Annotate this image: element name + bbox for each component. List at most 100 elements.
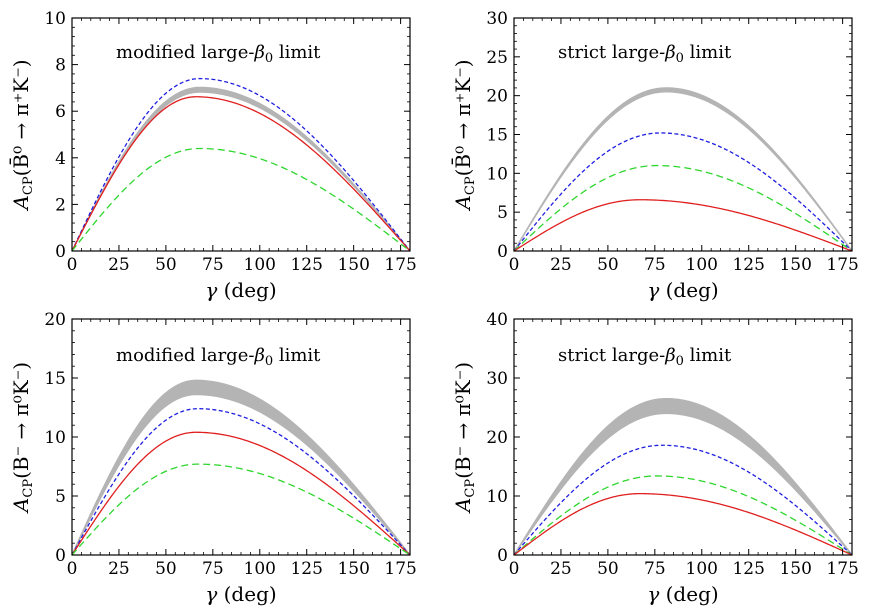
y-tick-label: 10 — [486, 487, 508, 507]
x-tick-label: 100 — [244, 559, 276, 579]
series-line-solid — [513, 492, 853, 556]
y-axis-symbol: A — [451, 498, 475, 514]
band-area — [513, 87, 853, 252]
x-tick-label: 0 — [67, 255, 78, 275]
annotation-subscript: 0 — [265, 354, 273, 369]
x-axis-unit: (deg) — [217, 582, 276, 606]
y-axis-subscript: CP — [21, 176, 36, 195]
annotation-text: modified large- — [116, 42, 254, 63]
x-tick-label: 175 — [826, 559, 858, 579]
y-tick-label: 20 — [486, 87, 508, 107]
annotation-subscript: 0 — [265, 51, 273, 66]
plot-annotation: strict large-β0 limit — [558, 42, 732, 66]
x-tick-label: 125 — [290, 255, 322, 275]
chart-panel-1: 0 25 50 75 100 125 150 175 0 2 4 6 8 10 modified large… — [8, 9, 416, 302]
annotation-text-end: limit — [684, 345, 732, 366]
y-tick-label: 40 — [486, 310, 508, 330]
x-axis-symbol: γ — [647, 278, 659, 302]
y-tick-label: 30 — [486, 9, 508, 29]
x-tick-label: 0 — [67, 559, 78, 579]
y-axis-process: (B⁻ → π⁰K⁻) — [9, 362, 33, 479]
x-tick-label: 150 — [337, 559, 369, 579]
y-tick-label: 0 — [497, 546, 508, 566]
y-tick-label: 5 — [497, 203, 508, 223]
x-tick-label: 0 — [509, 559, 520, 579]
x-tick-label: 125 — [732, 559, 764, 579]
y-tick-label: 8 — [55, 56, 66, 76]
x-tick-label: 100 — [244, 255, 276, 275]
x-axis-label: γ (deg) — [647, 582, 718, 606]
x-tick-label: 25 — [108, 255, 130, 275]
x-axis-label: γ (deg) — [205, 278, 276, 302]
x-tick-label: 25 — [108, 559, 130, 579]
band-area — [513, 397, 853, 556]
y-axis-process: (B⁻ → π⁰K⁻) — [451, 362, 475, 479]
x-axis-symbol: γ — [205, 582, 217, 606]
x-tick-label: 150 — [337, 255, 369, 275]
y-tick-label: 2 — [55, 195, 66, 215]
series-line-solid — [71, 431, 411, 556]
y-axis-subscript: CP — [21, 479, 36, 498]
y-tick-label: 25 — [486, 48, 508, 68]
x-tick-label: 75 — [202, 255, 224, 275]
x-tick-label: 50 — [597, 559, 619, 579]
y-tick-label: 10 — [44, 428, 66, 448]
x-tick-label: 50 — [597, 255, 619, 275]
x-tick-label: 100 — [686, 559, 718, 579]
y-axis-label: ACP(B̄⁰ → π⁺K⁻) — [450, 59, 478, 211]
annotation-subscript: 0 — [676, 51, 684, 66]
x-tick-label: 125 — [290, 559, 322, 579]
series-line-dashed-long — [513, 164, 853, 252]
chart-panel-4: 0 25 50 75 100 125 150 175 0 10 20 30 40 strict large… — [451, 310, 859, 606]
annotation-subscript: 0 — [676, 354, 684, 369]
y-tick-label: 15 — [486, 126, 508, 146]
annotation-symbol: β — [664, 345, 675, 366]
y-axis-symbol: A — [9, 195, 33, 211]
series-line-dashed-short — [71, 408, 411, 556]
y-tick-label: 20 — [44, 310, 66, 330]
series-line-dashed-long — [71, 463, 411, 556]
annotation-symbol: β — [253, 345, 264, 366]
x-axis-label: γ (deg) — [205, 582, 276, 606]
y-axis-label: ACP(B⁻ → π⁰K⁻) — [9, 362, 36, 514]
plot-annotation: modified large-β0 limit — [116, 345, 321, 369]
series-line-dashed-short — [513, 444, 853, 556]
y-tick-label: 4 — [55, 149, 66, 169]
y-tick-label: 0 — [497, 242, 508, 262]
x-tick-label: 150 — [779, 255, 811, 275]
annotation-text: strict large- — [558, 345, 665, 366]
x-tick-label: 175 — [826, 255, 858, 275]
series-line-solid — [513, 199, 853, 252]
y-axis-label: ACP(B̄⁰ → π⁺K⁻) — [8, 59, 36, 211]
y-axis-label: ACP(B⁻ → π⁰K⁻) — [451, 362, 478, 514]
annotation-text: strict large- — [558, 42, 665, 63]
chart-panel-3: 0 25 50 75 100 125 150 175 0 5 10 15 20 modified larg… — [9, 310, 417, 606]
annotation-symbol: β — [664, 42, 675, 63]
y-tick-label: 20 — [486, 428, 508, 448]
x-tick-label: 175 — [384, 559, 416, 579]
y-tick-label: 10 — [486, 164, 508, 184]
x-axis-unit: (deg) — [659, 582, 718, 606]
annotation-text-end: limit — [273, 42, 321, 63]
x-axis-symbol: γ — [205, 278, 217, 302]
series-line-dashed-long — [71, 147, 411, 252]
y-axis-symbol: A — [9, 498, 33, 514]
x-tick-label: 25 — [550, 559, 572, 579]
x-tick-label: 50 — [155, 559, 177, 579]
y-axis-process: (B̄⁰ → π⁺K⁻) — [450, 59, 475, 176]
x-axis-unit: (deg) — [659, 278, 718, 302]
x-tick-label: 75 — [644, 255, 666, 275]
y-axis-subscript: CP — [463, 479, 478, 498]
y-tick-label: 0 — [55, 546, 66, 566]
x-axis-unit: (deg) — [217, 278, 276, 302]
x-tick-label: 0 — [509, 255, 520, 275]
series-line-solid — [71, 96, 411, 252]
x-tick-label: 125 — [732, 255, 764, 275]
x-tick-label: 75 — [644, 559, 666, 579]
annotation-text-end: limit — [684, 42, 732, 63]
x-tick-label: 100 — [686, 255, 718, 275]
x-tick-label: 25 — [550, 255, 572, 275]
series-line-dashed-long — [513, 475, 853, 556]
band-area — [71, 86, 411, 252]
